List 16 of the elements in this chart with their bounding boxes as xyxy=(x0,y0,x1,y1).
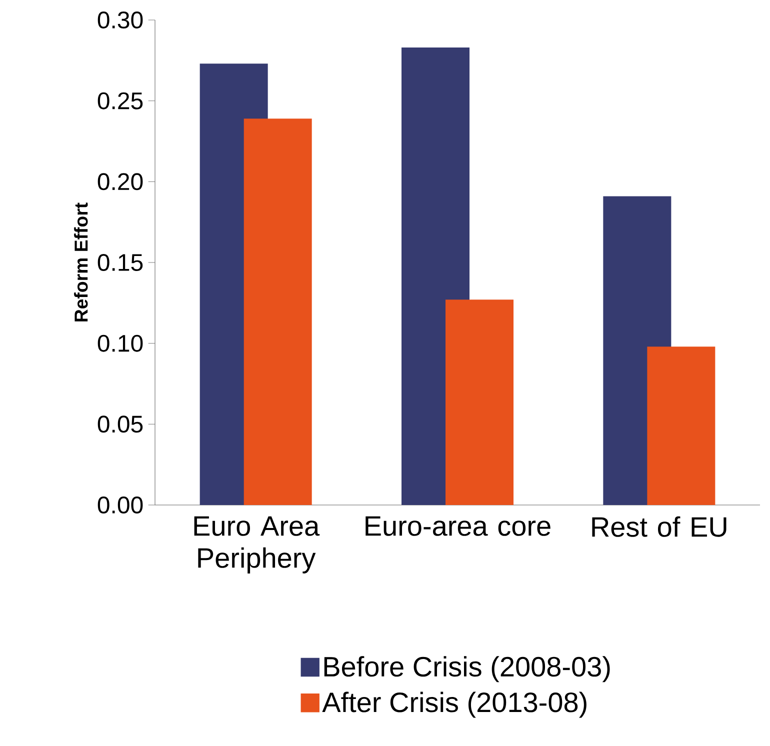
y-tick-label: 0.20 xyxy=(98,173,143,190)
y-tick-label: 0.10 xyxy=(98,334,143,352)
bar xyxy=(446,300,514,505)
x-tick-label: Rest of EU xyxy=(592,516,726,537)
legend-label: Before Crisis (2008-03) xyxy=(324,656,610,682)
x-tick-label: Euro Area Periphery xyxy=(194,516,320,574)
y-tick-label: 0.00 xyxy=(98,496,143,514)
bar xyxy=(647,346,716,505)
bar xyxy=(244,118,312,505)
x-tick-label: Euro-area core xyxy=(366,516,550,536)
y-axis-title: Reform Effort xyxy=(74,202,88,322)
y-tick-label: 0.05 xyxy=(98,416,143,433)
y-tick-label: 0.15 xyxy=(98,254,143,271)
legend-label: After Crisis (2013-08) xyxy=(322,692,586,718)
y-tick-label: 0.30 xyxy=(98,11,143,28)
y-tick-label: 0.25 xyxy=(98,92,143,110)
